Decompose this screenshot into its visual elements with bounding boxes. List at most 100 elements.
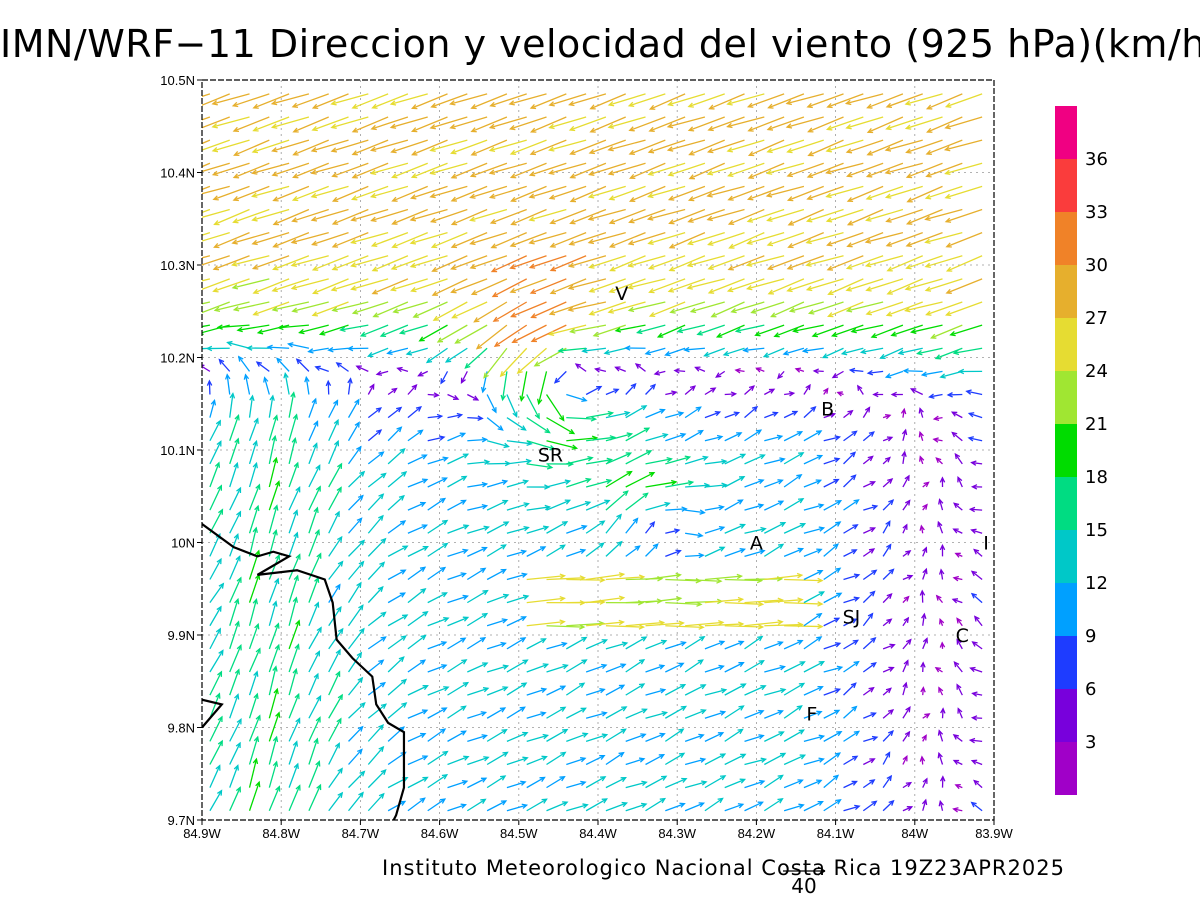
wind-vector [251,162,290,175]
wind-vector [766,208,805,222]
wind-vector [783,639,804,650]
wind-vector [587,208,626,221]
wind-vector [526,619,566,627]
wind-vector [823,387,829,395]
wind-vector [902,574,914,581]
wind-vector [348,627,365,650]
wind-vector [951,598,963,604]
wind-vector [330,139,369,153]
wind-vector [528,185,567,199]
wind-vector [726,116,765,129]
colorbar-segment [1055,159,1077,212]
wind-vector [645,620,685,627]
wind-vector [585,776,607,789]
wind-vector [436,324,468,343]
wind-vector [431,255,468,272]
colorbar-segment [1055,583,1077,636]
wind-vector [379,324,409,338]
wind-vector [202,364,211,372]
wind-vector [634,363,646,372]
wind-vector [526,776,546,789]
wind-vector [902,755,908,765]
wind-vector [882,774,893,788]
wind-vector [724,453,747,465]
wind-vector [553,370,567,384]
wind-vector [843,430,858,442]
wind-vector [492,301,528,322]
wind-vector [506,458,533,465]
wind-vector [708,93,745,110]
wind-vector [328,670,341,696]
x-tick-label: 84.8W [262,826,300,841]
wind-vector [626,278,666,290]
wind-vector [371,93,409,109]
wind-vector [811,324,844,338]
wind-vector [970,460,983,466]
wind-vector [605,410,631,419]
wind-vector [783,661,806,673]
wind-vector [447,594,469,604]
wind-vector [764,500,785,511]
wind-vector [248,780,261,811]
wind-vector [567,278,607,291]
wind-vector [585,663,608,673]
colorbar-label: 12 [1085,573,1108,594]
wind-vector [488,185,527,199]
wind-vector [704,596,745,604]
wind-vector [665,432,687,442]
wind-vector [843,639,859,650]
wind-vector [952,759,963,766]
wind-vector [298,324,329,335]
wind-vector [882,708,895,719]
wind-vector [499,347,528,378]
wind-vector [546,499,572,511]
wind-vector [865,208,904,222]
wind-vector [386,347,409,355]
wind-vector [367,636,387,650]
wind-vector [391,185,428,202]
wind-vector [229,533,239,557]
wind-vector [687,232,725,246]
wind-vector [919,524,925,534]
wind-vector [271,301,310,312]
wind-vector [823,412,837,419]
wind-vector [792,324,824,334]
wind-vector [248,504,260,534]
wind-vector [946,392,963,398]
wind-vector [783,431,804,442]
wind-vector [263,376,270,395]
wind-vector [901,428,908,441]
wind-vector [973,779,983,789]
wind-vector [862,431,875,442]
wind-vector [746,208,785,223]
wind-vector [902,550,912,557]
wind-vector [821,347,844,359]
wind-vector [390,255,428,271]
wind-vector [588,139,626,155]
wind-vector [645,479,678,488]
wind-vector [685,552,705,559]
wind-vector [803,503,825,511]
wind-vector [770,301,805,318]
wind-vector [744,385,756,395]
x-tick-label: 83.9W [975,826,1013,841]
wind-vector [307,347,329,354]
wind-vector [764,434,784,442]
wind-vector [407,545,429,557]
wind-vector [546,706,567,719]
wind-vector [212,278,250,293]
wind-vector [925,301,963,316]
wind-vector [920,686,926,696]
wind-vector [777,370,785,380]
wind-vector [410,116,448,133]
wind-vector [921,798,928,811]
wind-vector [684,455,709,465]
wind-vector [704,387,717,396]
wind-vector [755,367,765,373]
wind-vector [684,780,708,789]
wind-vector [845,116,884,130]
wind-vector [546,664,569,673]
wind-vector [823,521,842,534]
wind-vector [489,208,527,225]
wind-vector [429,208,468,223]
